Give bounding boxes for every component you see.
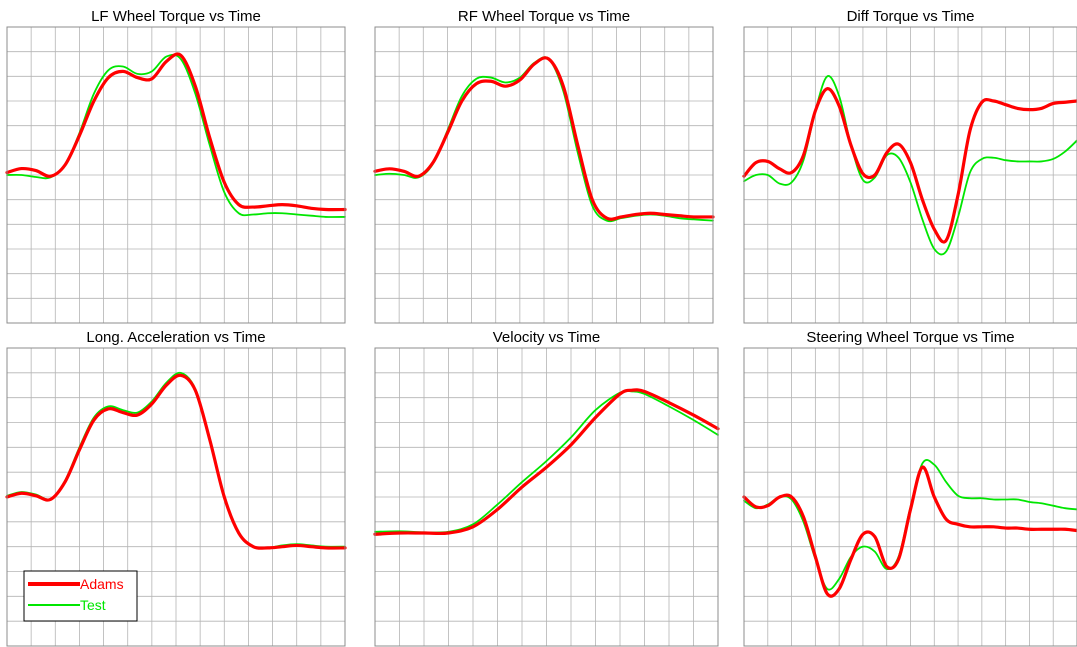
grid: [375, 27, 713, 323]
grid: [744, 27, 1077, 323]
series-line-adams: [373, 56, 715, 221]
chart-title: Velocity vs Time: [493, 329, 601, 346]
chart-title: Steering Wheel Torque vs Time: [806, 329, 1014, 346]
subplot-long-acceleration: Long. Acceleration vs Time: [5, 329, 347, 647]
series-layer: [742, 75, 1077, 256]
series-layer: [742, 459, 1077, 598]
series-line-adams: [742, 87, 1077, 244]
legend-label-adams: Adams: [80, 576, 124, 592]
series-line-adams: [373, 388, 720, 536]
plot-frame: [743, 26, 1077, 324]
legend-box: [23, 570, 138, 622]
series-layer: [373, 388, 720, 536]
grid: [375, 348, 718, 646]
series-line-adams: [5, 52, 347, 212]
series-layer: [373, 56, 715, 223]
subplot-steering-wheel-torque: Steering Wheel Torque vs Time: [742, 329, 1077, 647]
subplot-lf-wheel-torque: LF Wheel Torque vs Time: [5, 8, 347, 324]
subplot-diff-torque: Diff Torque vs Time: [742, 8, 1077, 324]
chart-title: Diff Torque vs Time: [847, 8, 975, 25]
plot-frame: [374, 347, 719, 647]
plot-frame: [6, 26, 346, 324]
legend: Adams Test: [23, 570, 138, 622]
chart-title: LF Wheel Torque vs Time: [91, 8, 261, 25]
legend-label-test: Test: [80, 597, 106, 613]
grid: [7, 27, 345, 323]
plot-frame: [6, 347, 346, 647]
series-layer: [5, 371, 347, 550]
subplot-rf-wheel-torque: RF Wheel Torque vs Time: [373, 8, 715, 324]
chart-title: RF Wheel Torque vs Time: [458, 8, 630, 25]
plot-frame: [743, 347, 1077, 647]
subplot-velocity: Velocity vs Time: [373, 329, 720, 647]
series-layer: [5, 52, 347, 218]
grid: [744, 348, 1077, 646]
series-line-adams: [742, 465, 1077, 598]
series-line-test: [743, 75, 1077, 256]
plot-frame: [374, 26, 714, 324]
chart-title: Long. Acceleration vs Time: [86, 329, 265, 346]
series-line-adams: [5, 373, 347, 550]
